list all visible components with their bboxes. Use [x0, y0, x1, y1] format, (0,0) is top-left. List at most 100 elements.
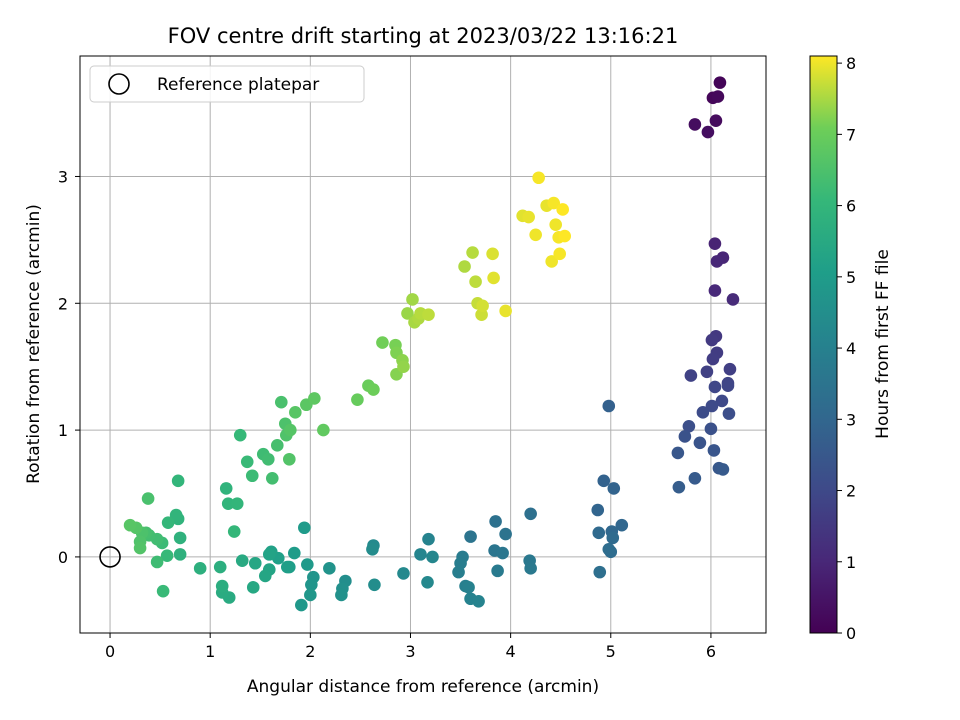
data-point — [262, 548, 276, 561]
data-points — [123, 76, 740, 612]
data-point — [160, 549, 174, 562]
data-point — [270, 439, 284, 452]
data-point — [221, 497, 235, 510]
data-point — [422, 308, 435, 321]
data-point — [671, 446, 685, 460]
data-point — [193, 562, 207, 575]
data-point — [722, 407, 736, 420]
data-point — [705, 399, 719, 413]
data-point — [258, 569, 272, 583]
data-point — [235, 554, 249, 568]
data-point — [472, 594, 485, 608]
data-point — [265, 471, 279, 485]
data-point — [308, 392, 321, 405]
data-point — [726, 293, 740, 306]
data-point — [401, 307, 414, 320]
data-point — [532, 171, 545, 185]
data-point — [397, 360, 410, 373]
colorbar: 0 1 2 3 4 5 6 7 8 Hours from first FF file — [809, 54, 893, 643]
data-point — [486, 247, 499, 261]
data-point — [281, 560, 294, 574]
data-point — [522, 210, 535, 224]
data-point — [422, 532, 435, 546]
reference-marker-group — [99, 546, 121, 568]
data-point — [414, 548, 427, 561]
axis-ticks: 0 1 2 3 4 5 6 0 1 2 3 — [58, 167, 716, 661]
data-point — [288, 546, 301, 560]
data-point — [141, 492, 155, 505]
data-point — [547, 196, 560, 210]
legend: Reference platepar — [89, 65, 365, 103]
data-point — [706, 352, 720, 366]
data-point — [366, 543, 379, 556]
data-point — [696, 406, 710, 419]
reference-platepar-marker — [99, 546, 121, 568]
data-point — [376, 336, 389, 349]
data-point — [466, 246, 479, 259]
data-point — [173, 548, 187, 561]
data-point — [708, 237, 722, 250]
colorbar-ticks: 0 1 2 3 4 5 6 7 8 — [837, 54, 856, 643]
data-point — [261, 452, 275, 466]
data-point — [323, 562, 336, 575]
data-point — [606, 531, 620, 545]
data-point — [524, 507, 537, 521]
data-point — [469, 275, 482, 289]
data-point — [156, 584, 170, 598]
data-point — [496, 546, 509, 560]
data-point — [707, 444, 721, 457]
plot-frame — [79, 55, 767, 634]
data-point — [240, 455, 254, 469]
colorbar-gradient — [809, 55, 838, 634]
data-point — [553, 247, 566, 261]
data-point — [458, 260, 471, 273]
data-point — [591, 503, 605, 517]
data-point — [678, 430, 692, 443]
colorbar-tick-label: 2 — [846, 482, 856, 501]
data-point — [593, 565, 607, 579]
data-point — [233, 428, 247, 442]
data-point — [693, 436, 707, 450]
data-point — [556, 203, 570, 216]
data-point — [219, 482, 233, 495]
data-point — [549, 218, 562, 231]
data-point — [421, 575, 434, 589]
data-point — [489, 515, 502, 528]
data-point — [283, 452, 296, 466]
data-point — [602, 399, 616, 413]
colorbar-tick-label: 6 — [846, 197, 856, 216]
data-point — [171, 474, 185, 488]
data-point — [227, 525, 241, 538]
data-point — [545, 255, 558, 268]
data-point — [123, 518, 137, 532]
data-point — [524, 562, 537, 575]
x-tick-label: 0 — [105, 642, 115, 661]
data-point — [284, 423, 297, 437]
data-point — [289, 406, 302, 419]
data-point — [499, 304, 512, 318]
x-tick-label: 3 — [405, 642, 415, 661]
data-point — [688, 471, 702, 485]
data-point — [708, 284, 722, 297]
x-tick-label: 2 — [305, 642, 315, 661]
data-point — [150, 555, 164, 569]
y-tick-label: 3 — [58, 167, 68, 186]
colorbar-tick-label: 5 — [846, 268, 856, 287]
data-point — [274, 395, 288, 409]
colorbar-tick-label: 4 — [846, 339, 856, 358]
data-point — [499, 527, 512, 541]
colorbar-tick-label: 7 — [846, 125, 856, 144]
data-point — [426, 550, 439, 564]
data-point — [161, 516, 175, 529]
x-tick-label: 6 — [706, 642, 716, 661]
colorbar-tick-label: 0 — [846, 624, 856, 643]
data-point — [397, 567, 410, 580]
x-tick-label: 5 — [606, 642, 616, 661]
legend-marker-open-circle — [108, 73, 130, 95]
data-point — [169, 508, 183, 522]
data-point — [721, 379, 735, 393]
data-point — [602, 543, 616, 556]
data-point — [713, 76, 727, 89]
data-point — [592, 526, 606, 540]
